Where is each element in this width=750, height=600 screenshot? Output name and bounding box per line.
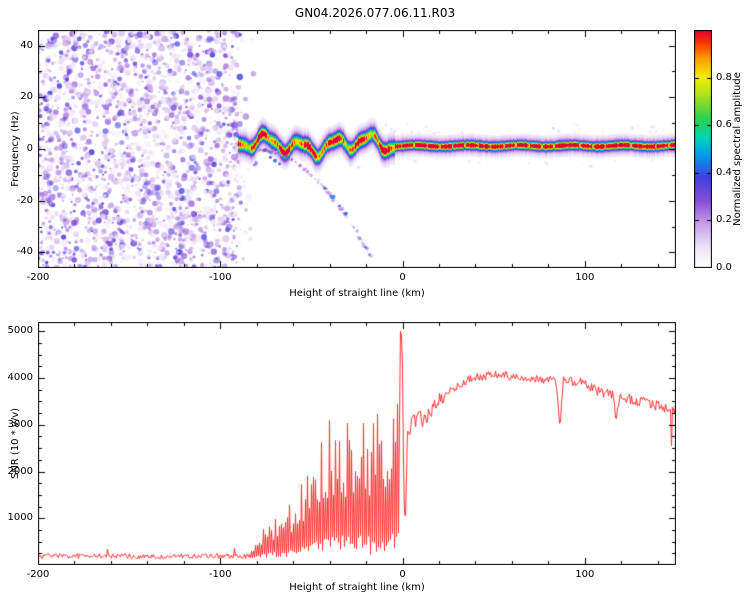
snr-y-tick-label: 4000	[7, 372, 33, 384]
spectrogram-x-tick-label: 100	[575, 272, 595, 283]
colorbar-tick-label: 0.4	[716, 166, 732, 178]
snr-x-tick-label: -100	[208, 569, 232, 580]
spectrogram-x-tick-label: 0	[399, 272, 406, 283]
figure-title: GN04.2026.077.06.11.R03	[294, 6, 456, 20]
spectrogram-xlabel: Height of straight line (km)	[289, 288, 425, 299]
snr-ylabel: SNR (10 * v/v)	[10, 407, 21, 480]
spectrogram-y-tick-label: 20	[20, 91, 33, 103]
snr-y-tick-label: 1000	[7, 512, 33, 524]
spectrogram-canvas	[38, 30, 676, 268]
snr-y-tick-label: 3000	[7, 418, 33, 430]
snr-x-tick-label: -200	[26, 569, 50, 580]
spectrogram-x-tick-label: -200	[26, 272, 50, 283]
snr-x-tick-label: 100	[575, 569, 595, 580]
snr-xlabel: Height of straight line (km)	[289, 582, 425, 593]
snr-y-tick-label: 5000	[7, 325, 33, 337]
colorbar-tick-label: 0.6	[716, 119, 732, 131]
spectrogram-y-tick-label: 0	[26, 143, 33, 154]
colorbar-tick-label: 0.0	[716, 262, 732, 273]
colorbar-label: Normalized spectral amplitude	[732, 72, 743, 226]
colorbar-tick-label: 0.8	[716, 71, 732, 83]
spectrogram-x-tick-label: -100	[208, 272, 232, 283]
colorbar-canvas	[694, 30, 712, 268]
snr-y-tick-label: 2000	[7, 465, 33, 477]
spectrogram-y-tick-label: -20	[16, 194, 33, 206]
spectrogram-y-tick-label: 40	[20, 39, 33, 51]
colorbar-tick-label: 0.2	[716, 214, 732, 226]
snr-canvas	[38, 322, 676, 565]
snr-x-tick-label: 0	[399, 569, 406, 580]
spectrogram-y-tick-label: -40	[16, 246, 33, 258]
